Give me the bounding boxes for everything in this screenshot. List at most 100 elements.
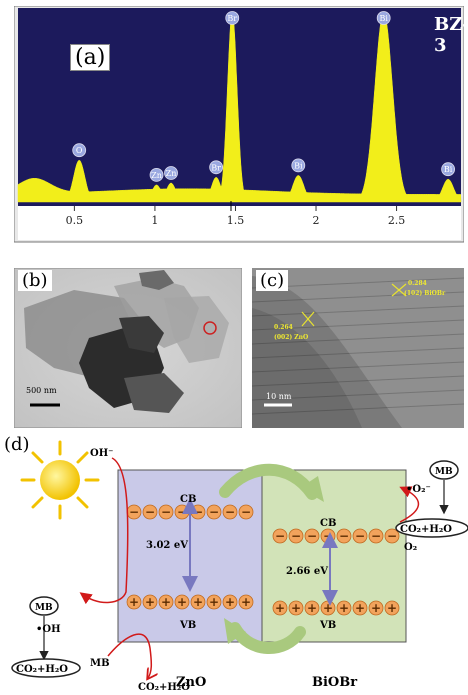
svg-text:+: + [209,595,219,609]
electron: − [190,504,206,520]
svg-text:+: + [323,601,333,615]
svg-text:−: − [371,529,381,543]
svg-text:−: − [161,505,171,519]
products-left-label: CO₂+H₂O [16,664,68,675]
mb-left-label: MB [35,603,53,613]
electron: − [272,528,288,544]
electron: − [384,528,400,544]
x-tick-label: 0.5 [66,214,84,227]
svg-text:+: + [241,595,251,609]
svg-text:+: + [387,601,397,615]
hole: + [142,594,158,610]
svg-text:−: − [177,505,187,519]
svg-text:Bi: Bi [379,14,388,23]
svg-text:+: + [225,595,235,609]
svg-text:−: − [339,529,349,543]
peak-label-zn: Zn [149,167,164,182]
svg-text:−: − [291,529,301,543]
electron: − [222,504,238,520]
zno-spacing-value: 0.264 [274,324,293,331]
biobr-block [261,469,407,643]
hole: + [126,594,142,610]
sample-id: BZ-3 [434,14,468,56]
hole: + [190,594,206,610]
svg-text:−: − [387,529,397,543]
products-oval-left [11,658,81,678]
biobr-cb-label: CB [320,518,336,529]
svg-text:Br: Br [227,14,237,23]
scale-bar-label: 500 nm [26,386,57,395]
hole: + [174,594,190,610]
peak-label-br: Br [225,11,240,25]
products-bottom-label: CO₂+H₂O [138,682,190,691]
svg-text:+: + [129,595,139,609]
svg-text:−: − [225,505,235,519]
oh-to-radical-arrow [79,457,129,605]
zno-vb-label: VB [179,620,196,631]
o2-reduction-arrow [399,486,420,523]
electron-transfer-arrowhead [300,476,324,502]
svg-text:Bi: Bi [294,161,303,170]
biobr-vb-label: VB [319,620,336,631]
electron: − [174,504,190,520]
x-tick-label: 2 [313,214,320,227]
hole: + [288,600,304,616]
hrtem-image [251,268,465,428]
peak-label-o: O [72,143,87,158]
hole: + [352,600,368,616]
panel-b: (b) 500 nm [13,267,243,429]
hole: + [368,600,384,616]
panel-c: (c) 0.264 (002) ZnO 0.284 (102) BiOBr 10… [251,268,465,428]
scale-bar-label: 10 nm [266,392,292,401]
svg-text:−: − [145,505,155,519]
o2-label: O₂ [404,542,417,553]
biobr-plane: (102) BiOBr [404,290,446,297]
peak-label-bi: Bi [376,11,391,25]
electron: − [304,528,320,544]
svg-text:Bi: Bi [444,165,453,174]
svg-text:Zn: Zn [151,171,162,180]
electron: − [336,528,352,544]
zno-plane: (002) ZnO [274,334,309,341]
electron: − [158,504,174,520]
sun-icon [20,440,100,520]
eds-spectrum-chart: O Zn Zn Br Br Bi Bi Bi 0.5 1 1.5 2 2.5 [13,5,465,243]
svg-text:Br: Br [211,163,221,172]
spectrum-area [17,11,462,203]
mb-oval-right [429,460,459,480]
mb-to-products-arrow [107,633,151,678]
svg-text:−: − [355,529,365,543]
products-right-label: CO₂+H₂O [400,524,452,535]
hole: + [238,594,254,610]
svg-text:+: + [371,601,381,615]
svg-text:+: + [355,601,365,615]
svg-text:−: − [193,505,203,519]
svg-text:+: + [145,595,155,609]
svg-text:+: + [339,601,349,615]
svg-text:+: + [307,601,317,615]
hole: + [336,600,352,616]
electron-transfer-arrow [219,463,318,500]
electron: − [142,504,158,520]
svg-text:+: + [193,595,203,609]
hole: + [320,600,336,616]
electron: − [320,528,336,544]
selection-circle [203,321,217,335]
svg-text:−: − [323,529,333,543]
biobr-spacing-value: 0.284 [408,280,427,287]
electron: − [368,528,384,544]
hole: + [222,594,238,610]
band-diagram: − − − − − − − − + + + + + + + + − − − − − − − − + + + + + + + + (d) … [4,434,468,693]
svg-text:+: + [177,595,187,609]
zno-gap-label: 3.02 eV [146,540,188,551]
electron: − [288,528,304,544]
electron: − [352,528,368,544]
x-tick-label: 1 [151,214,158,227]
mb-right-label: MB [435,467,453,477]
oh-radical-label: •OH [36,624,61,635]
biobr-gap-label: 2.66 eV [286,566,328,577]
svg-text:−: − [275,529,285,543]
peak-label-br: Br [209,160,224,175]
panel-a: O Zn Zn Br Br Bi Bi Bi 0.5 1 1.5 2 2.5 (a) BZ-3 [13,5,468,246]
biobr-name: BiOBr [312,675,357,690]
